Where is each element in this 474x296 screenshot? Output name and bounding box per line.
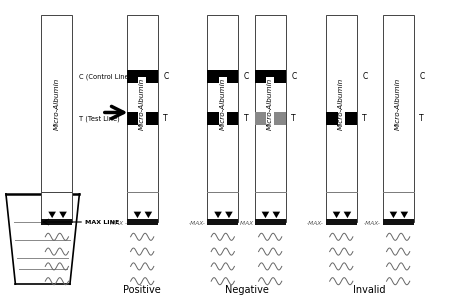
Polygon shape: [390, 212, 397, 218]
Text: Positive: Positive: [123, 284, 161, 295]
Bar: [127, 112, 157, 125]
Text: C: C: [244, 73, 249, 81]
Text: Invalid: Invalid: [354, 284, 386, 295]
Polygon shape: [225, 212, 233, 218]
Bar: [207, 112, 238, 125]
Bar: [326, 112, 356, 125]
Text: C: C: [362, 73, 368, 81]
Polygon shape: [344, 212, 351, 218]
Text: Micro-Albumin: Micro-Albumin: [220, 78, 226, 130]
Bar: [255, 219, 285, 225]
Text: Micro-Albumin: Micro-Albumin: [267, 78, 273, 130]
Polygon shape: [214, 212, 222, 218]
Bar: [255, 192, 285, 222]
Bar: [383, 192, 413, 222]
Bar: [255, 70, 285, 83]
Bar: [127, 70, 157, 83]
Polygon shape: [145, 212, 152, 218]
Bar: [127, 15, 157, 192]
Bar: [41, 192, 72, 222]
Text: T (Test Line): T (Test Line): [79, 115, 120, 122]
Bar: [207, 192, 238, 222]
Bar: [127, 192, 157, 222]
Bar: [326, 192, 356, 222]
Bar: [326, 219, 356, 225]
Polygon shape: [134, 212, 141, 218]
Polygon shape: [59, 212, 67, 218]
Bar: [383, 15, 413, 192]
Text: T: T: [362, 114, 367, 123]
Text: MAX LINE: MAX LINE: [85, 220, 119, 224]
Bar: [383, 219, 413, 225]
Polygon shape: [273, 212, 280, 218]
Text: C: C: [291, 73, 297, 81]
Text: Micro-Albumin: Micro-Albumin: [139, 78, 145, 130]
Text: - MAX -: - MAX -: [236, 221, 257, 226]
Bar: [127, 219, 157, 225]
Text: Micro-Albumin: Micro-Albumin: [338, 78, 344, 130]
Text: -MAX-: -MAX-: [307, 221, 324, 226]
Text: - MAX -: - MAX -: [106, 221, 127, 226]
Bar: [207, 219, 238, 225]
Text: T: T: [163, 114, 168, 123]
Bar: [255, 15, 285, 192]
Text: T: T: [244, 114, 248, 123]
Bar: [41, 219, 72, 225]
Text: Micro-Albumin: Micro-Albumin: [54, 78, 60, 130]
Bar: [207, 15, 238, 192]
Polygon shape: [333, 212, 340, 218]
Text: -MAX-: -MAX-: [364, 221, 381, 226]
Bar: [41, 15, 72, 192]
Text: Negative: Negative: [225, 284, 268, 295]
Text: Micro-Albumin: Micro-Albumin: [395, 78, 401, 130]
Text: C: C: [419, 73, 425, 81]
Text: T: T: [419, 114, 424, 123]
Polygon shape: [401, 212, 408, 218]
Text: C (Control Line): C (Control Line): [79, 74, 132, 80]
Text: C: C: [163, 73, 169, 81]
Bar: [207, 70, 238, 83]
Text: T: T: [291, 114, 296, 123]
Polygon shape: [262, 212, 269, 218]
Bar: [326, 15, 356, 192]
Polygon shape: [48, 212, 56, 218]
Text: -MAX-: -MAX-: [188, 221, 205, 226]
Bar: [255, 112, 285, 125]
